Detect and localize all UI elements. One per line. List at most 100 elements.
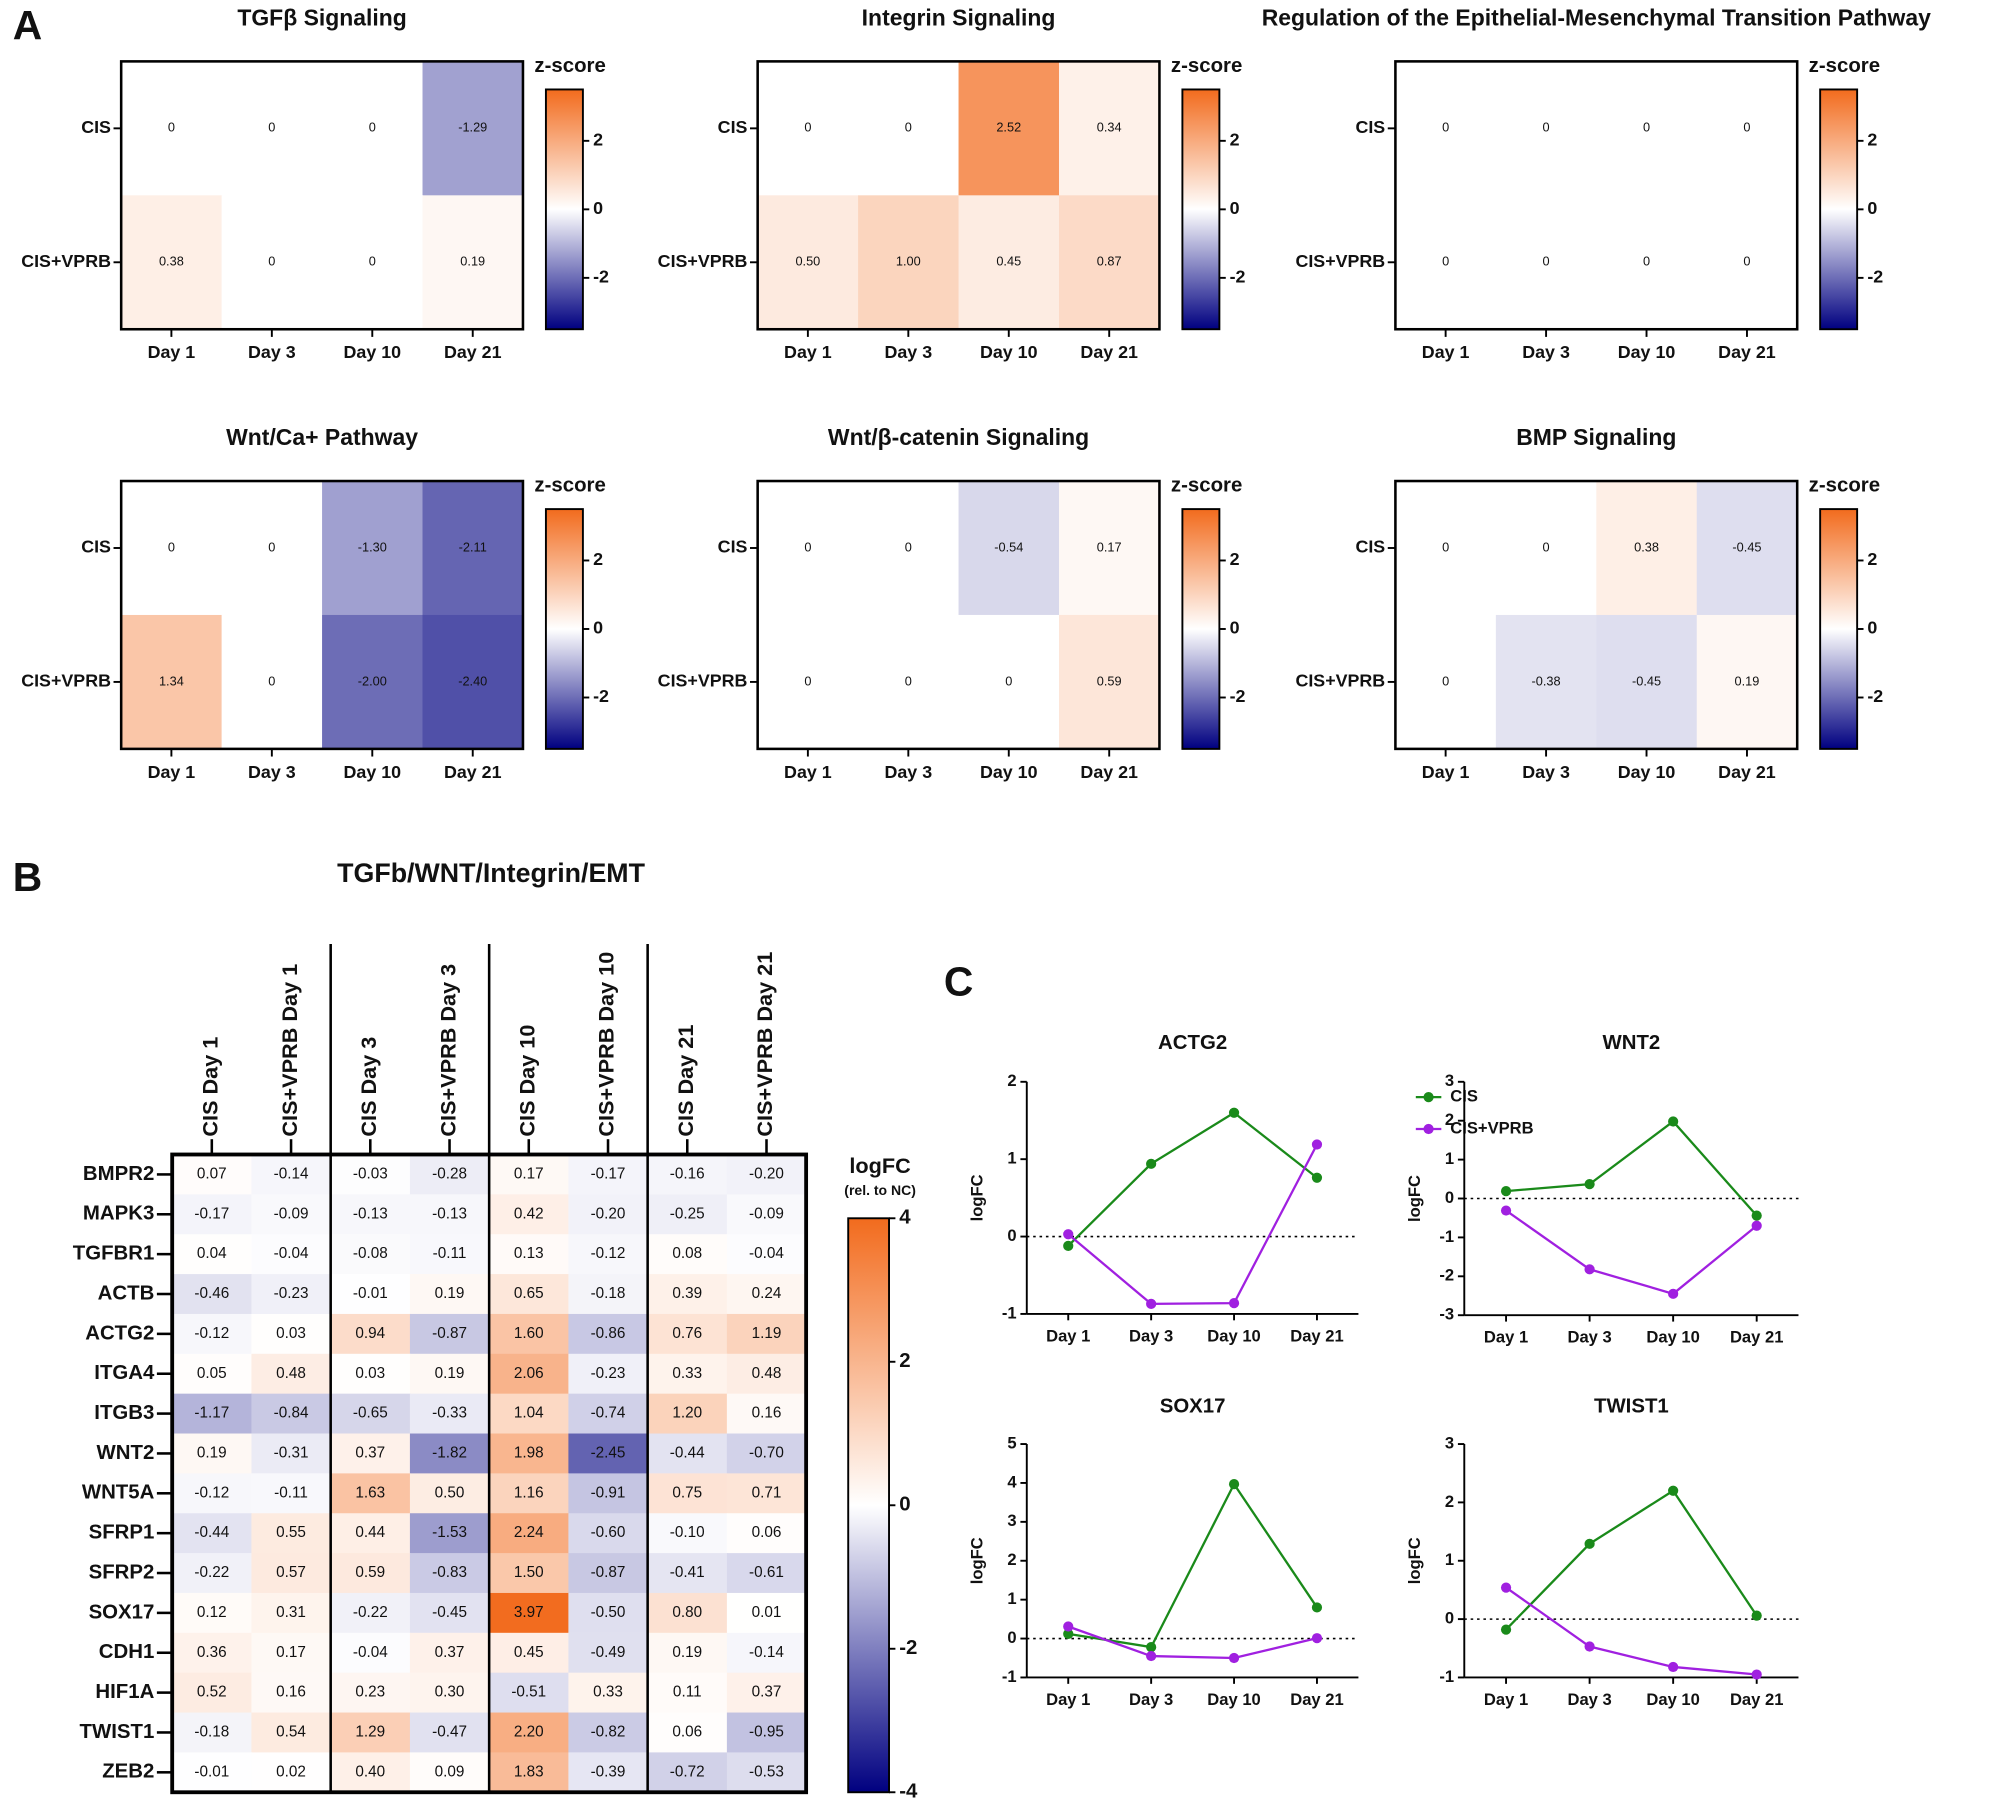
heatmap-cell <box>251 1154 332 1195</box>
cell-label: -0.91 <box>591 1484 626 1501</box>
heatmap-cell <box>489 1553 570 1594</box>
heatmap-cell <box>489 1433 570 1475</box>
cell-label: 0.39 <box>672 1285 702 1302</box>
heatmap-cell <box>647 1712 728 1754</box>
colorbar <box>1181 508 1221 750</box>
row-label: ITGB3 <box>94 1402 154 1424</box>
y-tick-label: 0 <box>1445 1608 1454 1627</box>
x-tick-label: Day 10 <box>1646 1328 1699 1347</box>
y-tick-label: -2 <box>1439 1266 1454 1285</box>
colorbar-tick-label: 0 <box>593 618 603 638</box>
cell-label: -0.16 <box>670 1165 705 1182</box>
cell-label: 0 <box>268 120 275 135</box>
cell-label: 0.16 <box>276 1684 306 1701</box>
cell-label: 0.30 <box>435 1684 465 1701</box>
heatmap-cell <box>489 1353 570 1395</box>
cell-label: 0 <box>369 120 376 135</box>
legend-marker <box>1423 1123 1434 1135</box>
y-tick-label: 4 <box>1007 1472 1017 1491</box>
cell-label: 0.13 <box>514 1245 544 1262</box>
cell-label: -0.82 <box>591 1724 626 1741</box>
cell-label: -2.40 <box>458 673 487 688</box>
heatmap-cell <box>172 1632 253 1674</box>
cell-label: -0.87 <box>432 1325 467 1342</box>
heatmap-cell <box>172 1194 253 1235</box>
data-point <box>1668 1116 1679 1127</box>
cell-label: 2.20 <box>514 1724 544 1741</box>
data-point <box>1500 1624 1512 1635</box>
heatmap-cell <box>409 1234 490 1275</box>
cell-label: -0.39 <box>591 1763 626 1780</box>
x-tick-label: Day 3 <box>1567 1328 1611 1347</box>
heatmap-cell <box>647 1553 728 1594</box>
heatmap-cell <box>489 1194 570 1235</box>
cell-label: 1.19 <box>752 1325 782 1342</box>
cell-label: 0.36 <box>197 1644 227 1661</box>
cell-label: 0 <box>1442 673 1449 688</box>
data-point <box>1668 1288 1679 1299</box>
cell-label: 2.06 <box>514 1365 544 1382</box>
heatmap-cell <box>647 1473 728 1514</box>
cell-label: -0.11 <box>433 1245 467 1262</box>
colorbar-title: z-score <box>534 55 605 77</box>
heatmap-cell <box>330 1433 411 1475</box>
heatmap-cell <box>409 1592 490 1634</box>
cell-label: -2.45 <box>591 1444 626 1461</box>
heatmap-cell <box>647 1154 728 1195</box>
heatmap-cell <box>409 1393 490 1435</box>
cell-label: 0.44 <box>355 1524 385 1541</box>
row-label: MAPK3 <box>83 1203 154 1225</box>
heatmap-cell <box>251 1553 332 1594</box>
heatmap-cell <box>409 1274 490 1315</box>
cell-label: 0 <box>268 254 275 269</box>
cell-label: -0.22 <box>194 1564 229 1581</box>
colorbar-title: z-score <box>1809 475 1880 497</box>
data-point <box>1063 1229 1074 1240</box>
colorbar-tick-label: 2 <box>1230 549 1240 569</box>
cell-label: 0.04 <box>197 1245 227 1262</box>
cell-label: 0 <box>1543 120 1550 135</box>
cell-label: -0.65 <box>353 1405 388 1422</box>
cell-label: -0.38 <box>1532 673 1561 688</box>
cell-label: -0.47 <box>432 1724 467 1741</box>
cell-label: 0.48 <box>276 1365 306 1382</box>
row-label: SOX17 <box>89 1601 155 1623</box>
cell-label: 0.37 <box>435 1644 465 1661</box>
y-tick-label: -3 <box>1439 1305 1454 1324</box>
row-label: ACTB <box>98 1282 155 1304</box>
y-tick-label: -1 <box>1002 1667 1017 1686</box>
heatmap-cell <box>330 1592 411 1634</box>
cell-label: 1.50 <box>514 1564 544 1581</box>
heatmap-cell <box>251 1513 332 1554</box>
heatmap-cell <box>647 1433 728 1475</box>
column-label: Day 10 <box>344 762 402 782</box>
column-label: CIS Day 3 <box>356 1037 381 1137</box>
y-tick-label: 3 <box>1007 1511 1016 1530</box>
colorbar-title: z-score <box>1171 475 1242 497</box>
heatmap-border <box>756 479 1161 751</box>
colorbar-title: z-score <box>1809 55 1880 77</box>
heatmap-cell <box>647 1194 728 1235</box>
cell-label: 0 <box>905 120 912 135</box>
cell-label: -0.33 <box>432 1405 467 1422</box>
cell-label: 0.57 <box>276 1564 306 1581</box>
series-line <box>1067 1143 1318 1306</box>
heatmap-cell <box>221 61 323 196</box>
cell-label: -0.11 <box>274 1484 308 1501</box>
row-label: WNT2 <box>97 1442 155 1464</box>
data-point <box>1668 1661 1679 1673</box>
heatmap-cell <box>172 1313 253 1355</box>
heatmap-cell <box>330 1234 411 1275</box>
cell-label: -0.22 <box>353 1604 388 1621</box>
heatmap-cell <box>568 1672 649 1714</box>
cell-label: -0.14 <box>274 1165 309 1182</box>
cell-label: 0.80 <box>672 1604 702 1621</box>
data-point <box>1146 1158 1157 1169</box>
cell-label: 0 <box>804 673 811 688</box>
heatmap-cell <box>568 1632 649 1674</box>
cell-label: -0.18 <box>194 1724 229 1741</box>
x-tick-label: Day 10 <box>1207 1326 1260 1345</box>
heatmap-cell <box>322 614 424 750</box>
cell-label: 0.19 <box>435 1285 465 1302</box>
heatmap-cell <box>568 1313 649 1355</box>
